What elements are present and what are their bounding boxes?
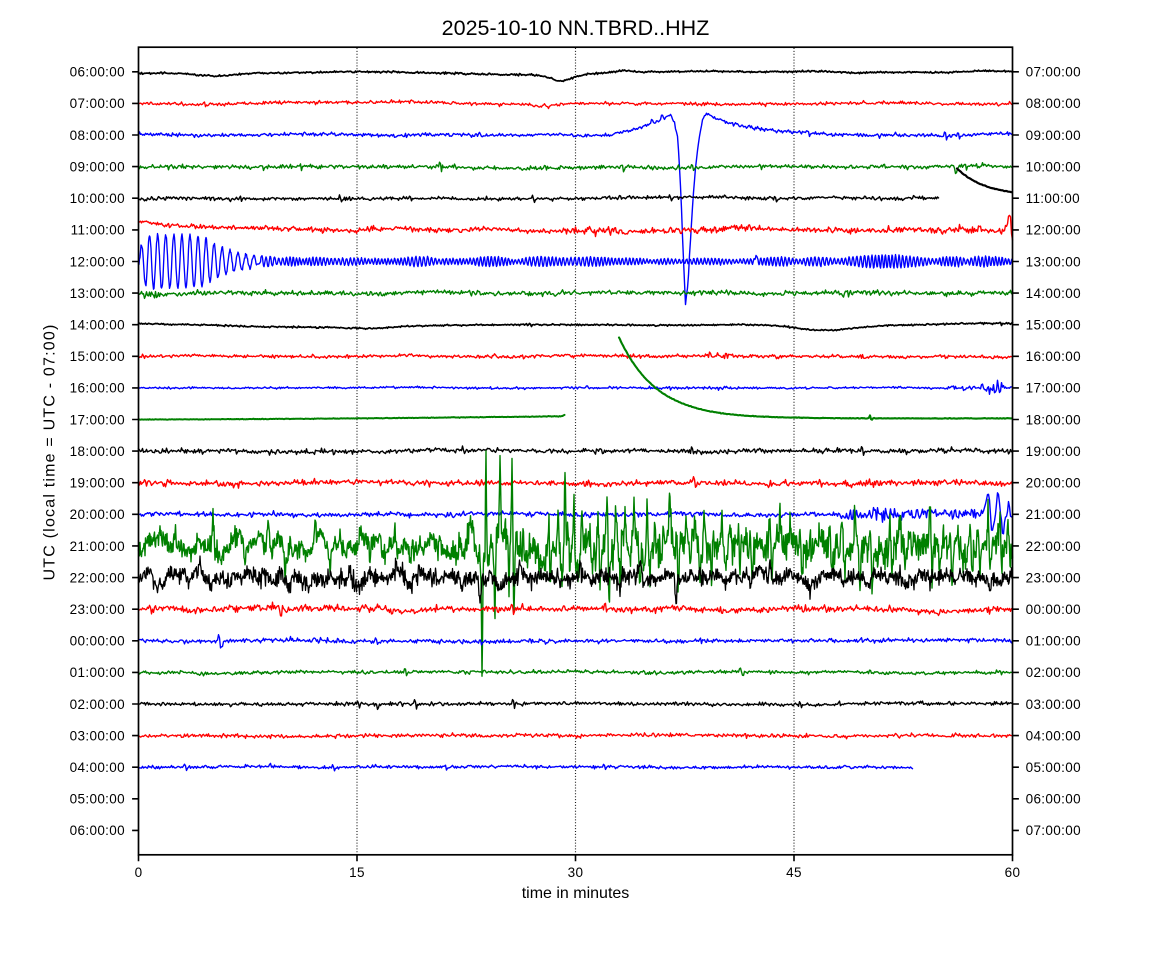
svg-text:12:00:00: 12:00:00 [70,254,125,269]
svg-text:0: 0 [135,865,143,880]
svg-text:18:00:00: 18:00:00 [70,444,125,459]
svg-text:23:00:00: 23:00:00 [1026,570,1081,585]
svg-text:15:00:00: 15:00:00 [1026,317,1081,332]
svg-text:11:00:00: 11:00:00 [71,223,125,238]
svg-text:20:00:00: 20:00:00 [70,507,125,522]
svg-text:UTC (local time = UTC - 07:00): UTC (local time = UTC - 07:00) [42,324,59,581]
svg-text:30: 30 [568,865,584,880]
svg-text:15: 15 [349,865,365,880]
svg-text:45: 45 [786,865,802,880]
svg-text:03:00:00: 03:00:00 [70,728,125,743]
svg-text:time in minutes: time in minutes [522,885,630,902]
svg-text:2025-10-10 NN.TBRD..HHZ: 2025-10-10 NN.TBRD..HHZ [442,16,710,40]
svg-text:22:00:00: 22:00:00 [1026,539,1081,554]
svg-text:02:00:00: 02:00:00 [70,697,125,712]
svg-text:01:00:00: 01:00:00 [1026,634,1081,649]
svg-text:10:00:00: 10:00:00 [70,191,125,206]
svg-text:00:00:00: 00:00:00 [70,634,125,649]
svg-text:09:00:00: 09:00:00 [1026,128,1081,143]
svg-text:22:00:00: 22:00:00 [70,570,125,585]
svg-text:10:00:00: 10:00:00 [1026,159,1081,174]
svg-text:60: 60 [1005,865,1021,880]
svg-text:06:00:00: 06:00:00 [70,823,125,838]
svg-text:16:00:00: 16:00:00 [1026,349,1081,364]
svg-text:16:00:00: 16:00:00 [70,381,125,396]
svg-text:07:00:00: 07:00:00 [70,96,125,111]
svg-text:09:00:00: 09:00:00 [70,159,125,174]
svg-text:19:00:00: 19:00:00 [70,476,125,491]
svg-text:20:00:00: 20:00:00 [1026,476,1081,491]
svg-text:05:00:00: 05:00:00 [1026,760,1081,775]
svg-text:08:00:00: 08:00:00 [70,128,125,143]
svg-text:13:00:00: 13:00:00 [1026,254,1081,269]
svg-text:14:00:00: 14:00:00 [70,317,125,332]
svg-text:21:00:00: 21:00:00 [70,539,125,554]
svg-text:05:00:00: 05:00:00 [70,792,125,807]
svg-text:12:00:00: 12:00:00 [1026,223,1081,238]
svg-text:14:00:00: 14:00:00 [1026,286,1081,301]
svg-text:07:00:00: 07:00:00 [1026,65,1081,80]
svg-text:15:00:00: 15:00:00 [70,349,125,364]
svg-text:17:00:00: 17:00:00 [70,412,125,427]
svg-text:00:00:00: 00:00:00 [1026,602,1081,617]
svg-text:04:00:00: 04:00:00 [1026,728,1081,743]
svg-text:11:00:00: 11:00:00 [1026,191,1080,206]
svg-text:03:00:00: 03:00:00 [1026,697,1081,712]
svg-text:07:00:00: 07:00:00 [1026,823,1081,838]
svg-text:13:00:00: 13:00:00 [70,286,125,301]
svg-text:21:00:00: 21:00:00 [1026,507,1081,522]
svg-text:17:00:00: 17:00:00 [1026,381,1081,396]
svg-text:19:00:00: 19:00:00 [1026,444,1081,459]
svg-text:23:00:00: 23:00:00 [70,602,125,617]
svg-text:01:00:00: 01:00:00 [70,665,125,680]
svg-text:06:00:00: 06:00:00 [70,65,125,80]
svg-text:18:00:00: 18:00:00 [1026,412,1081,427]
svg-text:08:00:00: 08:00:00 [1026,96,1081,111]
svg-text:04:00:00: 04:00:00 [70,760,125,775]
svg-text:06:00:00: 06:00:00 [1026,792,1081,807]
svg-text:02:00:00: 02:00:00 [1026,665,1081,680]
